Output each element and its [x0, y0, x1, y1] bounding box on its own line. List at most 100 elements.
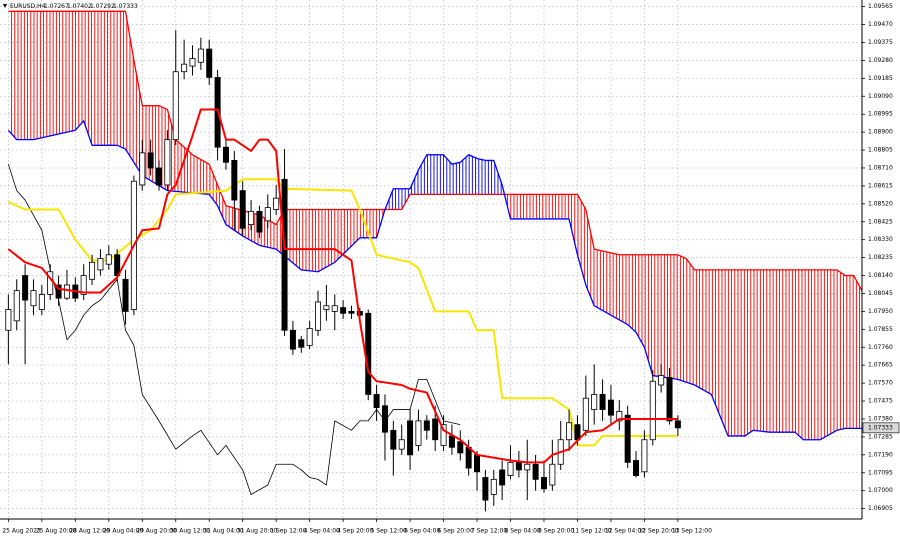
candle-body — [398, 439, 405, 450]
candle-body — [658, 375, 665, 386]
y-tick-label: 1.08235 — [868, 254, 893, 261]
candle-body — [507, 461, 514, 476]
y-tick-label: 1.09090 — [868, 93, 893, 100]
candle-body — [457, 441, 464, 454]
candle-body — [306, 327, 313, 346]
y-tick-label: 1.08900 — [868, 129, 893, 136]
candle-body — [641, 439, 648, 473]
y-tick-label: 1.08045 — [868, 290, 893, 297]
candle-body — [80, 275, 87, 295]
y-tick-label: 1.07380 — [868, 415, 893, 422]
indicator-line — [7, 120, 862, 441]
candle-body — [5, 309, 12, 331]
candle-body — [624, 414, 631, 463]
candle-body — [381, 405, 388, 433]
candle-body — [440, 424, 447, 446]
candle-body — [607, 399, 614, 416]
y-tick-label: 1.09375 — [868, 39, 893, 46]
y-tick-label: 1.08615 — [868, 182, 893, 189]
candle-body — [105, 254, 112, 265]
x-tick-label: 7 Sep 12:00 — [471, 528, 507, 535]
candle-body — [348, 310, 355, 314]
candle-body — [89, 261, 96, 280]
x-tick-label: 4 Sep 20:00 — [337, 528, 373, 535]
candle-body — [264, 207, 271, 222]
candle-body — [465, 446, 472, 469]
y-tick-label: 1.09565 — [868, 3, 893, 10]
x-tick-label: 12 Sep 04:00 — [605, 528, 645, 535]
candle-body — [164, 139, 171, 186]
candle-body — [582, 397, 589, 431]
y-tick-label: 1.09280 — [868, 57, 893, 64]
candle-body — [323, 305, 330, 310]
x-tick-label: 6 Sep 20:00 — [438, 528, 474, 535]
candle-body — [331, 305, 338, 312]
x-tick-label: 31 Aug 20:00 — [237, 528, 278, 535]
candle-body — [649, 380, 656, 441]
x-tick-label: 8 Sep 20:00 — [538, 528, 574, 535]
y-tick-label: 1.08805 — [868, 147, 893, 154]
candle-body — [448, 435, 455, 448]
candle-body — [13, 290, 20, 322]
candle-body — [231, 160, 238, 201]
y-tick-label: 1.07285 — [868, 433, 893, 440]
candle-body — [515, 461, 522, 471]
candle-body — [549, 463, 556, 486]
indicator-line — [8, 10, 862, 291]
quote-open: 1.07267 — [44, 3, 69, 10]
symbol-title: EURUSD,H4 — [10, 3, 46, 10]
y-tick-label: 1.09470 — [868, 21, 893, 28]
x-tick-label: 13 Sep 12:00 — [672, 528, 712, 535]
price-tag — [862, 422, 900, 434]
y-tick-label: 1.07950 — [868, 308, 893, 315]
x-tick-label: 1 Sep 12:00 — [270, 528, 306, 535]
quote-close: 1.07333 — [113, 3, 138, 10]
y-tick-label: 1.07570 — [868, 380, 893, 387]
x-tick-label: 29 Aug 20:00 — [136, 528, 177, 535]
candle-body — [474, 454, 481, 473]
candle-body — [147, 152, 154, 169]
y-tick-label: 1.08425 — [868, 218, 893, 225]
x-tick-label: 25 Aug 2023 — [2, 528, 41, 535]
candle-body — [482, 477, 489, 501]
candle-body — [315, 301, 322, 331]
y-tick-label: 1.08710 — [868, 164, 893, 171]
candle-body — [373, 394, 380, 409]
candle-body — [38, 294, 45, 310]
candle-body — [248, 210, 255, 225]
y-tick-label: 1.09185 — [868, 75, 893, 82]
candle-body — [490, 478, 497, 495]
candle-body — [256, 210, 263, 233]
candle-body — [532, 463, 539, 480]
candle-body — [423, 420, 430, 431]
candle-body — [97, 258, 104, 271]
x-tick-label: 31 Aug 04:00 — [203, 528, 244, 535]
candle-body — [281, 178, 288, 331]
candle-body — [407, 420, 414, 456]
x-tick-label: 30 Aug 12:00 — [170, 528, 211, 535]
y-tick-label: 1.07000 — [868, 487, 893, 494]
y-tick-label: 1.08140 — [868, 272, 893, 279]
x-tick-label: 8 Sep 04:00 — [505, 528, 541, 535]
y-tick-label: 1.07190 — [868, 451, 893, 458]
candle-body — [197, 48, 204, 63]
candle-body — [340, 307, 347, 314]
candle-body — [289, 329, 296, 350]
candle-body — [365, 312, 372, 395]
candle-body — [139, 152, 146, 186]
candle-body — [674, 420, 681, 429]
indicator-line — [7, 108, 678, 464]
candle-body — [591, 394, 598, 410]
candle-body — [666, 377, 673, 422]
y-tick-label: 1.08330 — [868, 236, 893, 243]
header: EURUSD,H4 1.07267 1.07402 1.07292 1.0733… — [3, 3, 138, 10]
quote-high: 1.07402 — [67, 3, 92, 10]
candle-body — [63, 284, 70, 299]
y-tick-label: 1.08995 — [868, 111, 893, 118]
candle-body — [616, 411, 623, 422]
candle-body — [499, 469, 506, 486]
header-icon — [3, 4, 7, 8]
x-tick-label: 4 Sep 04:00 — [304, 528, 340, 535]
